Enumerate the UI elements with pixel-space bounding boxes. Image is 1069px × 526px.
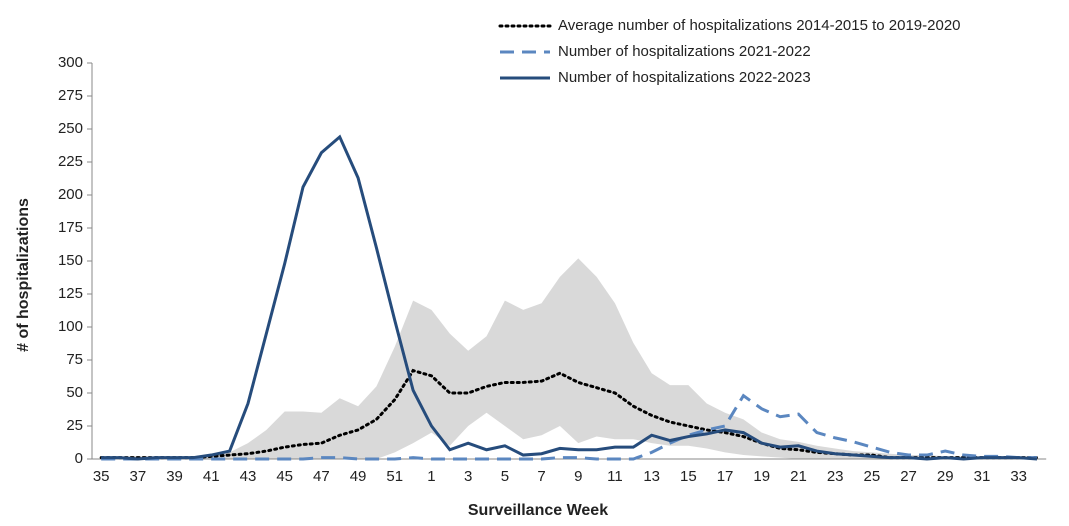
x-tick-label: 43: [240, 468, 257, 485]
y-tick-label: 175: [58, 219, 83, 236]
y-tick-label: 0: [75, 450, 83, 467]
x-tick-label: 9: [574, 468, 582, 485]
x-tick-label: 25: [864, 468, 881, 485]
x-tick-label: 41: [203, 468, 220, 485]
x-tick-label: 7: [537, 468, 545, 485]
x-tick-label: 49: [350, 468, 367, 485]
legend-label: Number of hospitalizations 2021-2022: [558, 43, 811, 60]
x-tick-label: 47: [313, 468, 330, 485]
y-tick-label: 300: [58, 54, 83, 71]
y-tick-label: 150: [58, 252, 83, 269]
y-tick-label: 275: [58, 87, 83, 104]
y-tick-label: 50: [66, 384, 83, 401]
y-tick-label: 225: [58, 153, 83, 170]
x-tick-label: 17: [717, 468, 734, 485]
x-tick-label: 31: [974, 468, 991, 485]
x-tick-label: 19: [753, 468, 770, 485]
x-tick-label: 39: [166, 468, 183, 485]
x-tick-label: 3: [464, 468, 472, 485]
range-band: [101, 258, 1038, 459]
y-tick-label: 25: [66, 417, 83, 434]
x-tick-label: 11: [607, 468, 623, 485]
x-tick-label: 33: [1010, 468, 1027, 485]
series-line: [101, 134, 1038, 461]
x-tick-label: 51: [386, 468, 403, 485]
x-tick-label: 13: [643, 468, 660, 485]
y-tick-label: 100: [58, 318, 83, 335]
x-tick-label: 1: [427, 468, 435, 485]
x-tick-label: 45: [276, 468, 293, 485]
y-tick-label: 75: [66, 351, 83, 368]
x-tick-label: 21: [790, 468, 807, 485]
x-tick-label: 5: [501, 468, 509, 485]
x-tick-label: 27: [900, 468, 917, 485]
legend-label: Average number of hospitalizations 2014-…: [558, 17, 961, 34]
x-axis-title: Surveillance Week: [468, 502, 608, 519]
x-tick-label: 35: [93, 468, 110, 485]
x-tick-label: 37: [130, 468, 147, 485]
y-axis-title: # of hospitalizations: [15, 198, 32, 352]
x-tick-label: 29: [937, 468, 954, 485]
x-tick-label: 15: [680, 468, 697, 485]
legend-label: Number of hospitalizations 2022-2023: [558, 69, 811, 86]
y-tick-label: 250: [58, 120, 83, 137]
series-line: [101, 393, 1038, 461]
y-tick-label: 125: [58, 285, 83, 302]
x-tick-label: 23: [827, 468, 844, 485]
y-tick-label: 200: [58, 186, 83, 203]
